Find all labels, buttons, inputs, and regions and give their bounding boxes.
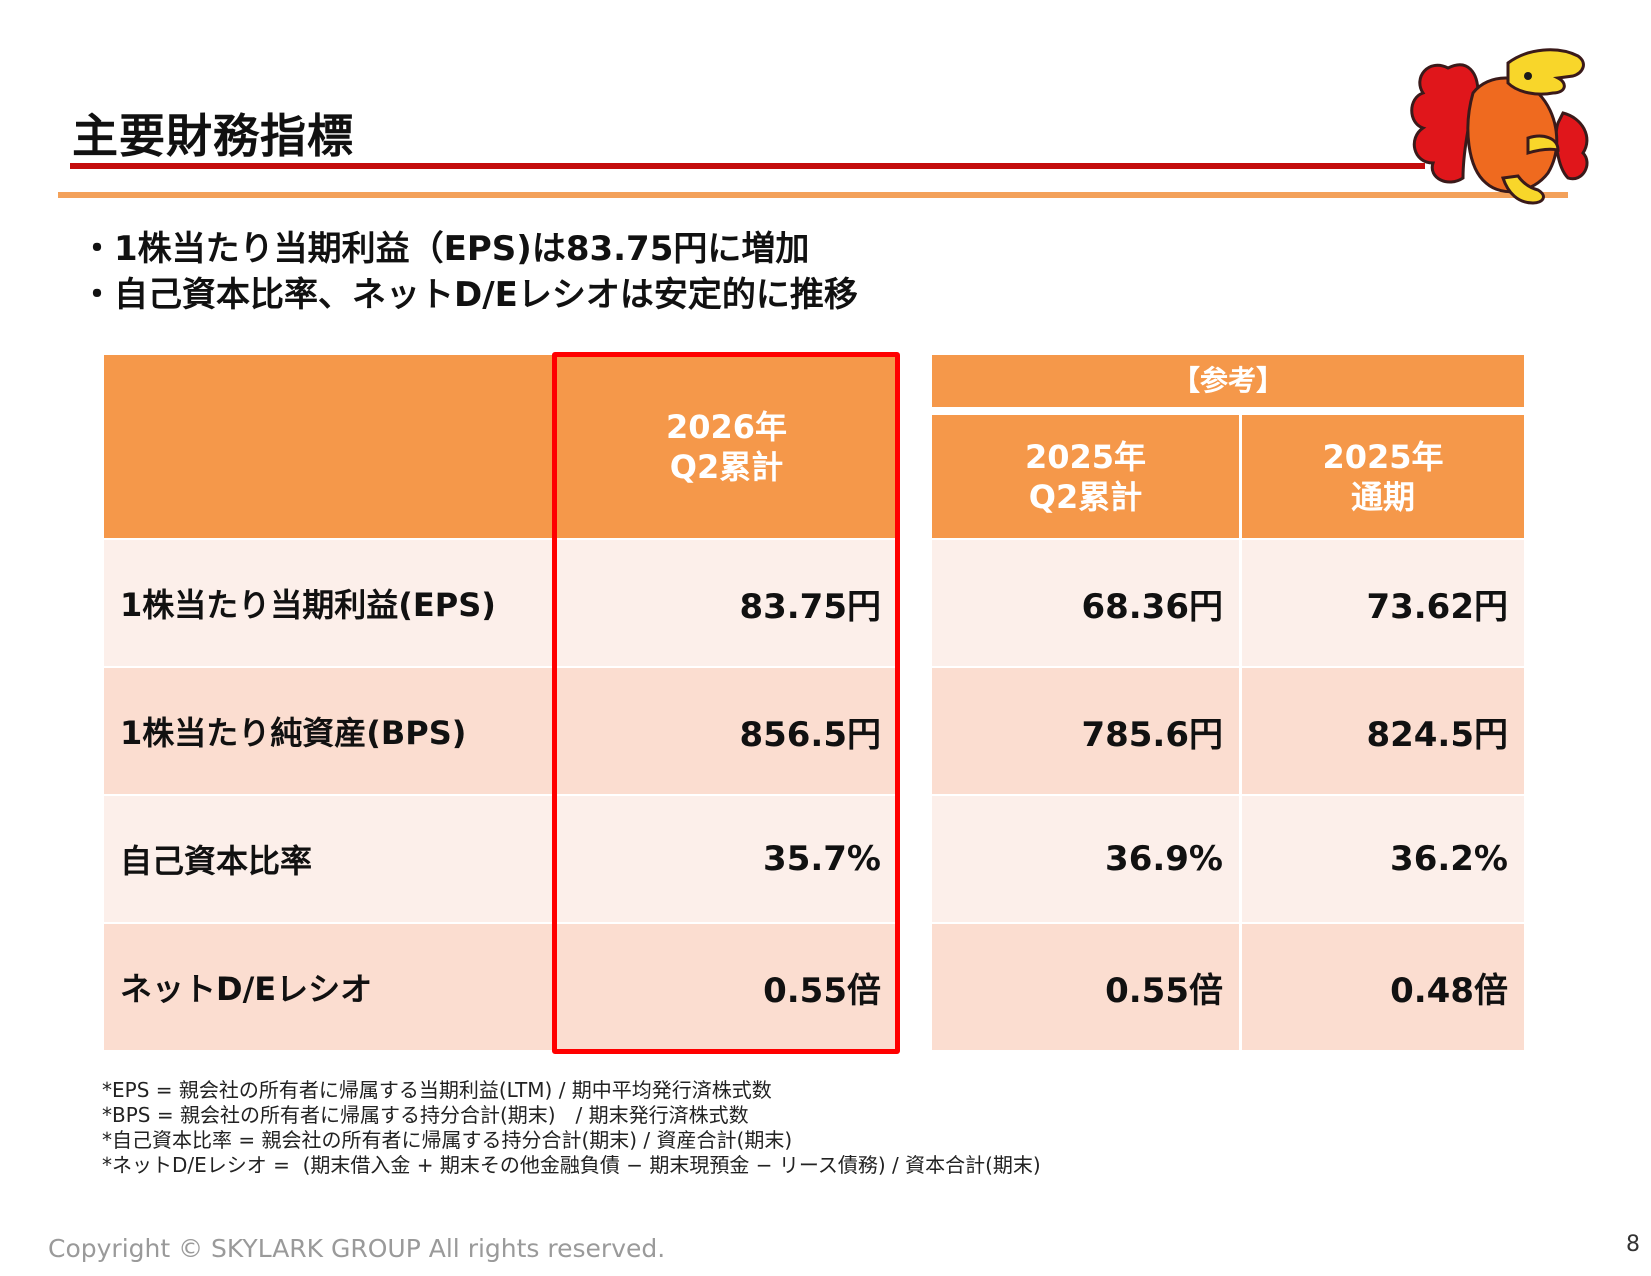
cell-eps-2025-full: 73.62円: [1242, 540, 1524, 666]
reference-label: 【参考】: [1171, 364, 1284, 397]
column-header-line1: 2025年: [1024, 437, 1147, 476]
column-header-line1: 2026年: [665, 407, 788, 446]
cell-net-de-2026-q2: 0.55倍: [556, 924, 897, 1050]
footnote: *BPS = 親会社の所有者に帰属する持分合計(期末) / 期末発行済株式数: [102, 1103, 749, 1127]
row-label-eps: 1株当たり当期利益(EPS): [104, 540, 554, 666]
cell-net-de-2025-q2: 0.55倍: [932, 924, 1239, 1050]
summary-bullet: 自己資本比率、ネットD/Eレシオは安定的に推移: [80, 272, 858, 318]
column-header-line2: Q2累計: [1028, 477, 1143, 516]
title-underline-red: [70, 163, 1425, 169]
row-label-equity-ratio: 自己資本比率: [104, 796, 554, 922]
column-header-line2: 通期: [1350, 477, 1415, 516]
cell-equity-ratio-2026-q2: 35.7%: [556, 796, 897, 922]
footnote: *自己資本比率 = 親会社の所有者に帰属する持分合計(期末) / 資産合計(期末…: [102, 1128, 793, 1152]
mascot-icon: [1410, 48, 1589, 205]
summary-bullets: 1株当たり当期利益（EPS)は83.75円に増加 自己資本比率、ネットD/Eレシ…: [80, 226, 858, 318]
cell-bps-2025-q2: 785.6円: [932, 668, 1239, 794]
column-header-2025-full: 2025年 通期: [1242, 415, 1524, 538]
summary-bullet: 1株当たり当期利益（EPS)は83.75円に増加: [80, 226, 858, 272]
row-label-bps: 1株当たり純資産(BPS): [104, 668, 554, 794]
row-label-net-de-ratio: ネットD/Eレシオ: [104, 924, 554, 1050]
column-header-line2: Q2累計: [669, 447, 784, 486]
page-number: 8: [1626, 1232, 1640, 1257]
column-header-line1: 2025年: [1322, 437, 1444, 476]
cell-bps-2025-full: 824.5円: [1242, 668, 1524, 794]
cell-equity-ratio-2025-q2: 36.9%: [932, 796, 1239, 922]
footnotes: *EPS = 親会社の所有者に帰属する当期利益(LTM) / 期中平均発行済株式…: [102, 1078, 1041, 1178]
column-header-2026-q2: 2026年 Q2累計: [556, 355, 897, 538]
cell-bps-2026-q2: 856.5円: [556, 668, 897, 794]
column-header-2025-q2: 2025年 Q2累計: [932, 415, 1239, 538]
cell-equity-ratio-2025-full: 36.2%: [1242, 796, 1524, 922]
copyright: Copyright © SKYLARK GROUP All rights res…: [48, 1234, 666, 1263]
page-title: 主要財務指標: [72, 109, 354, 163]
footnote: *EPS = 親会社の所有者に帰属する当期利益(LTM) / 期中平均発行済株式…: [102, 1078, 772, 1102]
cell-net-de-2025-full: 0.48倍: [1242, 924, 1524, 1050]
reference-header: 【参考】: [932, 355, 1524, 407]
cell-eps-2026-q2: 83.75円: [556, 540, 897, 666]
cell-eps-2025-q2: 68.36円: [932, 540, 1239, 666]
table-header-blank: [104, 355, 554, 538]
title-underline-orange: [58, 192, 1568, 198]
footnote: *ネットD/Eレシオ = (期末借入金 + 期末その他金融負債 − 期末現預金 …: [102, 1153, 1041, 1177]
